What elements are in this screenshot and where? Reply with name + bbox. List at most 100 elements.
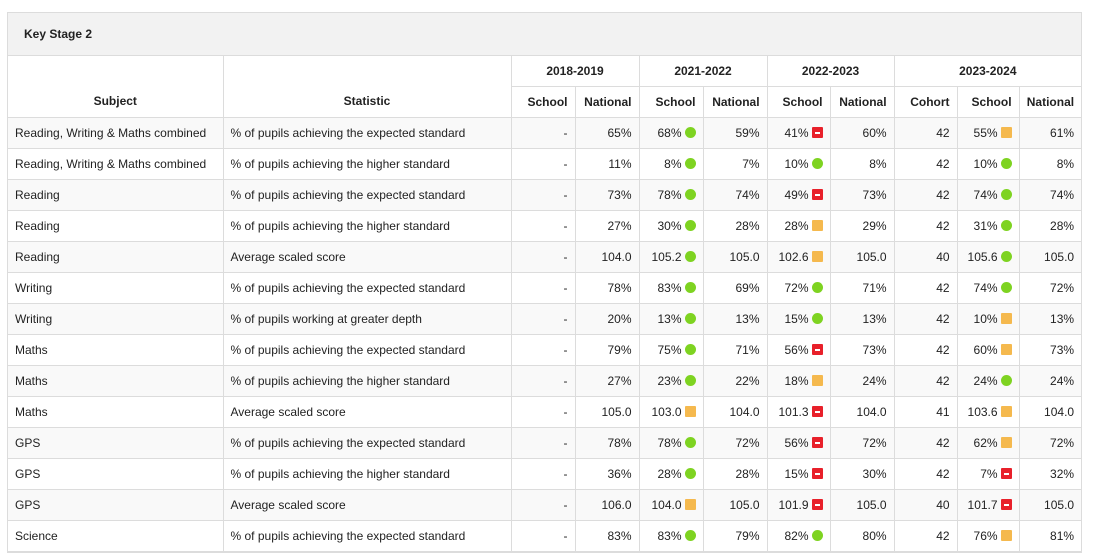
national-2018-2019-cell: 104.0	[574, 241, 640, 273]
subject-cell: Maths	[8, 365, 224, 397]
school-2018-2019-cell: -	[510, 241, 576, 273]
cell-value: % of pupils achieving the higher standar…	[230, 374, 450, 388]
results-table: Subject Statistic 2018-2019 2021-2022 20…	[8, 56, 1082, 552]
table-row: GPS % of pupils achieving the expected st…	[8, 427, 1082, 459]
national-2023-2024-cell: 72%	[1018, 272, 1082, 304]
school-2022-2023-cell: 56%	[766, 427, 831, 459]
cell-value: Reading	[15, 219, 60, 233]
statistic-cell: Average scaled score	[222, 241, 512, 273]
national-2021-2022-cell: 69%	[702, 272, 768, 304]
cell-value: 59%	[735, 126, 760, 140]
school-2021-2022-cell: 78%	[638, 179, 704, 211]
green-circle-icon	[811, 530, 823, 541]
cohort-2023-2024-cell: 42	[893, 427, 958, 459]
cell-value: 10%	[973, 157, 998, 171]
cell-value: 68%	[657, 126, 682, 140]
national-2023-2024-cell: 105.0	[1018, 241, 1082, 273]
school-header: School	[511, 86, 576, 118]
cell-value: 7%	[742, 157, 760, 171]
national-2021-2022-cell: 105.0	[702, 241, 768, 273]
cell-value: 102.6	[778, 250, 809, 264]
school-2018-2019-cell: -	[510, 210, 576, 242]
cell-value: 42	[936, 374, 950, 388]
cohort-2023-2024-cell: 42	[893, 148, 958, 180]
school-2021-2022-cell: 103.0	[638, 396, 704, 428]
national-2021-2022-cell: 28%	[702, 210, 768, 242]
cell-value: -	[563, 498, 568, 512]
national-2023-2024-cell: 13%	[1018, 303, 1082, 335]
green-circle-icon	[1000, 189, 1012, 200]
cell-value: Reading	[15, 188, 60, 202]
green-circle-icon	[684, 189, 696, 200]
cell-value: 101.9	[778, 498, 809, 512]
cell-value: 8%	[664, 157, 682, 171]
green-circle-icon	[1000, 220, 1012, 231]
green-circle-icon	[684, 251, 696, 262]
cell-value: 15%	[784, 312, 809, 326]
cell-value: 61%	[1050, 126, 1075, 140]
cell-value: 29%	[862, 219, 887, 233]
cell-value: Average scaled score	[230, 498, 346, 512]
national-2018-2019-cell: 65%	[574, 117, 640, 149]
green-circle-icon	[684, 220, 696, 231]
national-2023-2024-cell: 28%	[1018, 210, 1082, 242]
school-2023-2024-cell: 76%	[956, 520, 1020, 552]
national-2021-2022-cell: 13%	[702, 303, 768, 335]
cell-value: GPS	[15, 467, 41, 481]
red-minus-icon	[811, 127, 823, 138]
national-2018-2019-cell: 83%	[574, 520, 640, 552]
cell-value: Writing	[15, 312, 53, 326]
cell-value: 105.0	[856, 498, 887, 512]
cell-value: 75%	[657, 343, 682, 357]
statistic-cell: % of pupils achieving the expected stand…	[222, 117, 512, 149]
cohort-2023-2024-cell: 42	[893, 365, 958, 397]
cell-value: 60%	[862, 126, 887, 140]
school-2023-2024-cell: 31%	[956, 210, 1020, 242]
cell-value: 36%	[607, 467, 632, 481]
school-2022-2023-cell: 82%	[766, 520, 831, 552]
red-minus-icon	[1000, 499, 1012, 510]
cohort-2023-2024-cell: 40	[893, 489, 958, 521]
cell-value: 62%	[973, 436, 998, 450]
subject-cell: Reading, Writing & Maths combined	[8, 117, 224, 149]
cell-value: -	[563, 219, 568, 233]
green-circle-icon	[684, 468, 696, 479]
cell-value: 56%	[784, 436, 809, 450]
cell-value: 28%	[784, 219, 809, 233]
cell-value: % of pupils achieving the higher standar…	[230, 219, 450, 233]
school-2022-2023-cell: 102.6	[766, 241, 831, 273]
cell-value: 103.6	[967, 405, 998, 419]
cell-value: 79%	[735, 529, 760, 543]
subject-cell: Maths	[8, 396, 224, 428]
cell-value: 8%	[1056, 157, 1075, 171]
cell-value: 73%	[862, 343, 887, 357]
cell-value: Writing	[15, 281, 53, 295]
subject-cell: Writing	[8, 272, 224, 304]
national-2023-2024-cell: 81%	[1018, 520, 1082, 552]
cell-value: -	[563, 374, 568, 388]
cell-value: 76%	[973, 529, 998, 543]
cell-value: 30%	[862, 467, 887, 481]
cell-value: 105.0	[1044, 498, 1075, 512]
cell-value: 78%	[657, 188, 682, 202]
subject-header: Subject	[8, 56, 224, 118]
national-2021-2022-cell: 72%	[702, 427, 768, 459]
school-2022-2023-cell: 49%	[766, 179, 831, 211]
cell-value: 104.0	[729, 405, 760, 419]
cell-value: 78%	[607, 281, 632, 295]
national-2018-2019-cell: 106.0	[574, 489, 640, 521]
cell-value: 69%	[735, 281, 760, 295]
cell-value: 30%	[657, 219, 682, 233]
school-2018-2019-cell: -	[510, 458, 576, 490]
subject-cell: GPS	[8, 489, 224, 521]
cell-value: % of pupils achieving the expected stand…	[230, 188, 466, 202]
cell-value: 28%	[657, 467, 682, 481]
subject-cell: Reading	[8, 210, 224, 242]
cell-value: 104.0	[856, 405, 887, 419]
cell-value: 105.0	[729, 250, 760, 264]
amber-square-icon	[811, 220, 823, 231]
cell-value: Reading, Writing & Maths combined	[15, 157, 207, 171]
year-header-2023-2024: 2023-2024	[893, 56, 1082, 87]
school-2021-2022-cell: 75%	[638, 334, 704, 366]
school-2018-2019-cell: -	[510, 303, 576, 335]
